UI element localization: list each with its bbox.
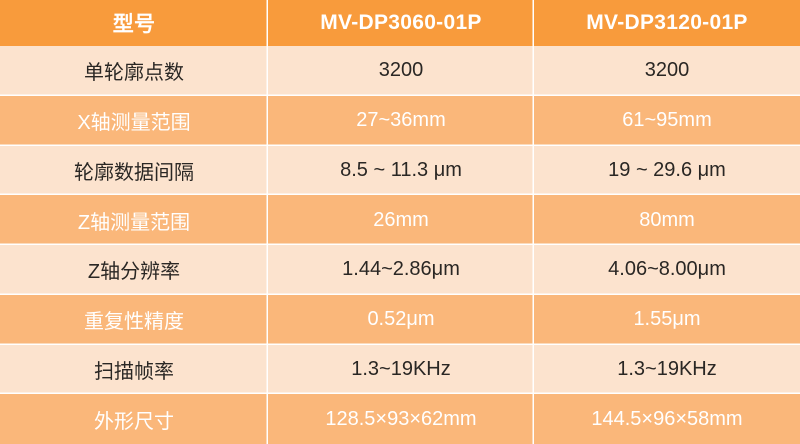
column-header-model-b: MV-DP3120-01P: [534, 0, 800, 46]
row-label-text: 扫描帧率: [94, 360, 174, 383]
column-header-model-a: MV-DP3060-01P: [268, 0, 534, 46]
row-value-model-b-text: 19 ~ 29.6 μm: [608, 158, 726, 181]
row-value-model-b: 1.55μm: [534, 294, 800, 345]
row-value-model-a: 128.5×93×62mm: [268, 394, 534, 444]
row-value-model-a: 3200: [268, 46, 534, 96]
row-value-model-b: 3200: [534, 46, 800, 96]
row-value-model-a-text: 27~36mm: [356, 109, 446, 132]
table-header: 型号 MV-DP3060-01P MV-DP3120-01P: [0, 0, 800, 46]
row-label-cell: 重复性精度: [0, 294, 268, 345]
row-label-text: Z轴分辨率: [87, 261, 181, 284]
column-header-label: 型号: [0, 0, 268, 46]
row-value-model-a: 26mm: [268, 195, 534, 245]
row-value-model-b: 19 ~ 29.6 μm: [534, 145, 800, 196]
row-value-model-b-text: 61~95mm: [622, 109, 712, 132]
row-value-model-a: 1.44~2.86μm: [268, 245, 534, 295]
row-value-model-b: 80mm: [534, 195, 800, 245]
row-value-model-a: 0.52μm: [268, 294, 534, 345]
row-value-model-b-text: 1.3~19KHz: [617, 357, 717, 380]
row-value-model-a-text: 1.3~19KHz: [351, 357, 451, 380]
row-label-cell: 轮廓数据间隔: [0, 145, 268, 196]
row-label-cell: Z轴分辨率: [0, 245, 268, 295]
row-label-text: 重复性精度: [84, 311, 184, 334]
row-value-model-a-text: 3200: [378, 59, 424, 82]
row-value-model-a-text: 128.5×93×62mm: [325, 407, 477, 430]
row-value-model-b-text: 144.5×96×58mm: [591, 407, 743, 430]
row-value-model-a-text: 8.5 ~ 11.3 μm: [340, 158, 462, 181]
row-value-model-a-text: 0.52μm: [367, 308, 435, 331]
table-row: 单轮廓点数 3200 3200: [0, 46, 800, 96]
row-value-model-b-text: 3200: [644, 59, 690, 82]
row-label-cell: 外形尺寸: [0, 394, 268, 444]
table-row: Z轴分辨率 1.44~2.86μm 4.06~8.00μm: [0, 245, 800, 295]
header-model-b-text: MV-DP3120-01P: [586, 11, 748, 34]
table-row: 外形尺寸 128.5×93×62mm 144.5×96×58mm: [0, 394, 800, 444]
row-value-model-b-text: 4.06~8.00μm: [608, 258, 726, 281]
row-value-model-b-text: 80mm: [639, 208, 695, 231]
row-label-text: 单轮廓点数: [84, 62, 184, 85]
header-model-a-text: MV-DP3060-01P: [320, 11, 482, 34]
row-label-text: X轴测量范围: [77, 112, 191, 135]
row-label-cell: Z轴测量范围: [0, 195, 268, 245]
row-label-cell: 单轮廓点数: [0, 46, 268, 96]
row-value-model-a: 27~36mm: [268, 95, 534, 146]
row-value-model-a-text: 1.44~2.86μm: [342, 258, 460, 281]
table-row: Z轴测量范围 26mm 80mm: [0, 195, 800, 245]
table-row: 扫描帧率 1.3~19KHz 1.3~19KHz: [0, 344, 800, 395]
row-value-model-b: 61~95mm: [534, 95, 800, 146]
row-label-cell: 扫描帧率: [0, 344, 268, 395]
header-label-text: 型号: [112, 13, 156, 36]
row-value-model-b: 1.3~19KHz: [534, 344, 800, 395]
table-row: X轴测量范围 27~36mm 61~95mm: [0, 95, 800, 146]
row-value-model-b: 4.06~8.00μm: [534, 245, 800, 295]
row-label-text: Z轴测量范围: [77, 211, 191, 234]
row-value-model-b-text: 1.55μm: [633, 308, 701, 331]
row-label-cell: X轴测量范围: [0, 95, 268, 146]
row-value-model-a: 1.3~19KHz: [268, 344, 534, 395]
row-value-model-b: 144.5×96×58mm: [534, 394, 800, 444]
row-label-text: 轮廓数据间隔: [74, 161, 194, 184]
table-body: 单轮廓点数 3200 3200 X轴测量范围 27~36mm 61~95mm 轮…: [0, 46, 800, 444]
table-row: 重复性精度 0.52μm 1.55μm: [0, 294, 800, 345]
row-label-text: 外形尺寸: [94, 410, 174, 433]
header-row: 型号 MV-DP3060-01P MV-DP3120-01P: [0, 0, 800, 46]
table-row: 轮廓数据间隔 8.5 ~ 11.3 μm 19 ~ 29.6 μm: [0, 145, 800, 196]
row-value-model-a: 8.5 ~ 11.3 μm: [268, 145, 534, 196]
row-value-model-a-text: 26mm: [373, 208, 429, 231]
